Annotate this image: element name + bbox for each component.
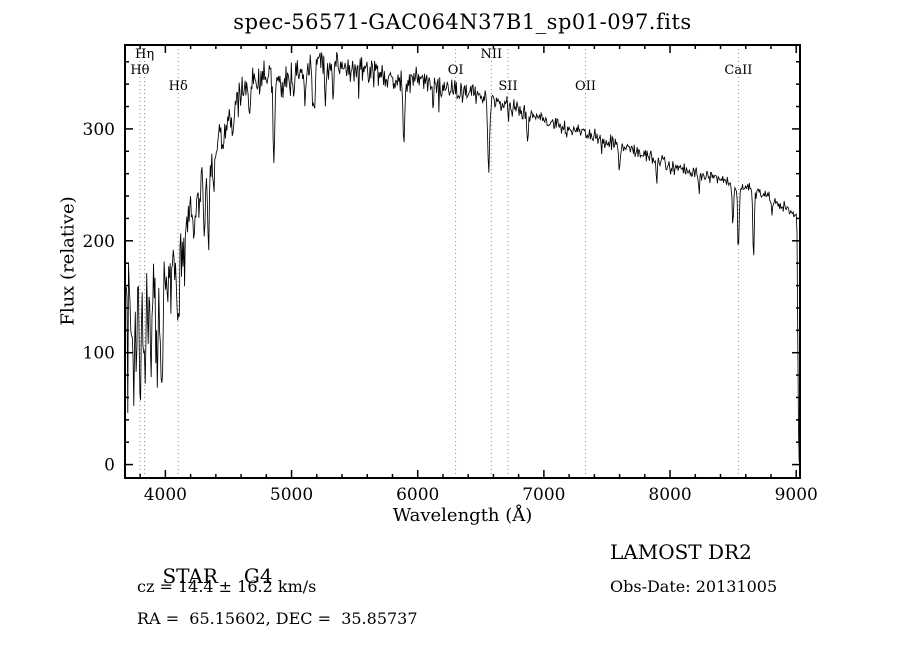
spectral-line-label: NII [480, 47, 502, 62]
object-subclass: G4 [243, 564, 273, 588]
spectrum-line [125, 52, 800, 463]
x-tick-label: 9000 [775, 485, 818, 505]
spectral-line-label: CaII [724, 63, 752, 78]
survey-release: LAMOST DR2 [610, 540, 752, 564]
spectral-line-label: OI [448, 63, 464, 78]
spectral-line-label: SII [498, 79, 517, 94]
object-class: STAR [162, 564, 218, 588]
x-axis-label: Wavelength (Å) [392, 505, 533, 526]
x-tick-label: 6000 [396, 485, 439, 505]
spectral-line-label: Hη [135, 47, 154, 62]
y-tick-label: 200 [83, 232, 115, 252]
spectral-line-label: Hθ [130, 63, 149, 78]
x-tick-label: 8000 [648, 485, 691, 505]
ra-dec: RA = 65.15602, DEC = 35.85737 [137, 609, 418, 628]
x-tick-label: 4000 [144, 485, 187, 505]
y-tick-label: 100 [83, 344, 115, 364]
y-tick-label: 300 [83, 120, 115, 140]
y-tick-label: 0 [104, 456, 115, 476]
spectral-line-label: Hδ [169, 79, 188, 94]
x-tick-label: 5000 [270, 485, 313, 505]
obs-date: Obs-Date: 20131005 [610, 577, 778, 596]
x-tick-label: 7000 [522, 485, 565, 505]
plot-frame [124, 44, 801, 479]
plot-title: spec-56571-GAC064N37B1_sp01-097.fits [233, 10, 692, 34]
classification-line: STAR G4 [137, 540, 273, 612]
cz-value: cz = 14.4 ± 16.2 km/s [137, 577, 317, 596]
spectral-line-label: OII [575, 79, 596, 94]
